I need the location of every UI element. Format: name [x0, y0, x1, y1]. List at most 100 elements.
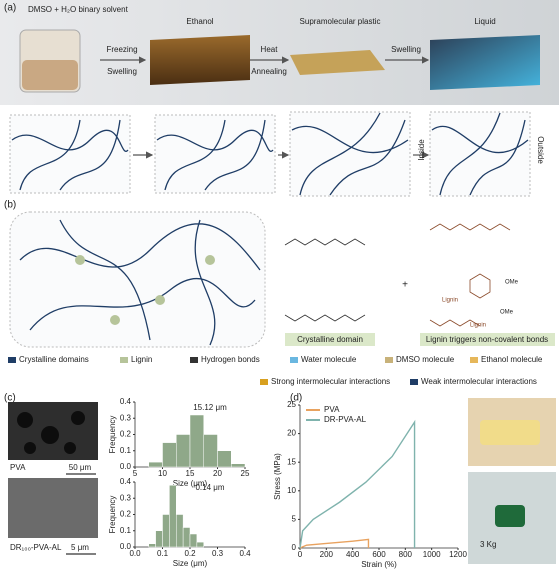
bar: [155, 530, 163, 548]
legend-swatch: [290, 357, 298, 363]
bar: [182, 527, 191, 548]
legend-label: DR-PVA-AL: [324, 415, 367, 424]
panel-label: (b): [4, 200, 16, 211]
bar: [148, 543, 156, 548]
legend-label: Ethanol molecule: [481, 355, 543, 364]
sample-photo: [480, 420, 540, 445]
bar: [203, 434, 218, 468]
group-label: Lignin: [470, 323, 486, 329]
y-tick-label: 0.1: [120, 526, 132, 535]
stage-label: Ethanol: [186, 17, 213, 26]
legend-label: PVA: [324, 405, 340, 414]
x-tick-label: 0.0: [129, 549, 141, 558]
panel-label: (d): [290, 393, 302, 404]
y-tick-label: 0.2: [120, 430, 132, 439]
x-tick-label: 0.3: [212, 549, 224, 558]
legend-swatch: [8, 357, 16, 363]
y-tick-label: 0.4: [120, 397, 132, 406]
x-tick-label: 800: [399, 550, 413, 559]
step-label: Freezing: [106, 45, 137, 54]
y-tick-label: 15: [287, 457, 296, 466]
bar: [189, 414, 204, 468]
step-label: Swelling: [107, 67, 137, 76]
legend-label: Hydrogen bonds: [201, 355, 260, 364]
legend-label: Strong intermolecular interactions: [271, 377, 390, 386]
chemical-structures: [284, 223, 511, 327]
y-tick-label: 5: [292, 515, 297, 524]
group-label: OMe: [500, 310, 514, 316]
bar: [231, 463, 246, 468]
sem-label: DR₁₀₀-PVA-AL: [10, 543, 62, 552]
y-tick-label: 0.4: [120, 477, 132, 486]
bar: [217, 450, 232, 468]
series-line: [299, 538, 370, 549]
y-tick-label: 0.0: [120, 462, 132, 471]
legend-swatch: [120, 357, 128, 363]
group-label: OMe: [505, 280, 519, 286]
legend-swatch: [260, 379, 268, 385]
bar: [162, 442, 177, 468]
y-tick-label: 0.1: [120, 446, 132, 455]
y-axis-label: Frequency: [108, 416, 117, 454]
bar: [196, 541, 204, 548]
stage-label: Supramolecular plastic: [300, 17, 381, 26]
x-tick-label: 15: [186, 469, 195, 478]
structure-caption: Lignin triggers non-covalent bonds: [426, 335, 548, 344]
schematics: [9, 111, 531, 197]
group-label: Lignin: [442, 298, 458, 304]
annotation: 0.14 μm: [195, 483, 224, 492]
x-tick-label: 5: [133, 469, 138, 478]
legend-label: Lignin: [131, 355, 152, 364]
x-tick-label: 600: [372, 550, 386, 559]
step-label: Swelling: [391, 45, 421, 54]
step-label: Annealing: [251, 67, 287, 76]
x-tick-label: 200: [320, 550, 334, 559]
x-axis-label: Size (μm): [173, 559, 208, 568]
legend-swatch: [410, 379, 418, 385]
plastic-sample: [290, 50, 385, 75]
x-tick-label: 0: [298, 550, 303, 559]
scale-label: 5 μm: [71, 543, 89, 552]
x-tick-label: 0.2: [184, 549, 196, 558]
sem-image: [8, 478, 98, 538]
y-tick-label: 0.3: [120, 493, 132, 502]
legend-label: Weak intermolecular interactions: [421, 377, 537, 386]
y-tick-label: 10: [287, 486, 296, 495]
outside-label: Outside: [536, 136, 545, 164]
legend-label: Water molecule: [301, 355, 357, 364]
x-tick-label: 1000: [423, 550, 441, 559]
bar: [189, 533, 198, 548]
panel-label: (a): [4, 3, 16, 14]
axis-frame: [299, 405, 458, 549]
sem-pores: [17, 411, 85, 454]
annotation: 15.12 μm: [193, 403, 227, 412]
bar: [148, 461, 163, 468]
ethanol-sample: [150, 35, 250, 85]
y-tick-label: 0.0: [120, 542, 132, 551]
y-axis-label: Stress (MPa): [273, 453, 282, 500]
inside-label: Inside: [417, 139, 426, 161]
x-tick-label: 0.4: [239, 549, 251, 558]
bar: [176, 514, 184, 548]
x-axis-label: Strain (%): [361, 560, 397, 569]
structure-caption: Crystalline domain: [297, 335, 363, 344]
panel-label: (c): [4, 393, 16, 404]
sem-label: PVA: [10, 463, 26, 472]
legend-label: DMSO molecule: [396, 355, 455, 364]
legend-swatch: [385, 357, 393, 363]
liquid-sample: [430, 35, 540, 90]
legend-swatch: [190, 357, 198, 363]
x-tick-label: 0.1: [157, 549, 169, 558]
stage-label: Liquid: [474, 17, 495, 26]
caption-box: [420, 333, 555, 346]
scale-label: 50 μm: [69, 463, 92, 472]
x-axis-label: Size (μm): [173, 479, 208, 488]
x-tick-label: 10: [158, 469, 167, 478]
series-line: [299, 419, 416, 549]
network-schematic: [9, 211, 266, 348]
y-tick-label: 20: [287, 429, 296, 438]
plus-sign: +: [402, 280, 408, 291]
beaker-liquid: [22, 60, 78, 90]
y-tick-label: 0: [292, 543, 297, 552]
